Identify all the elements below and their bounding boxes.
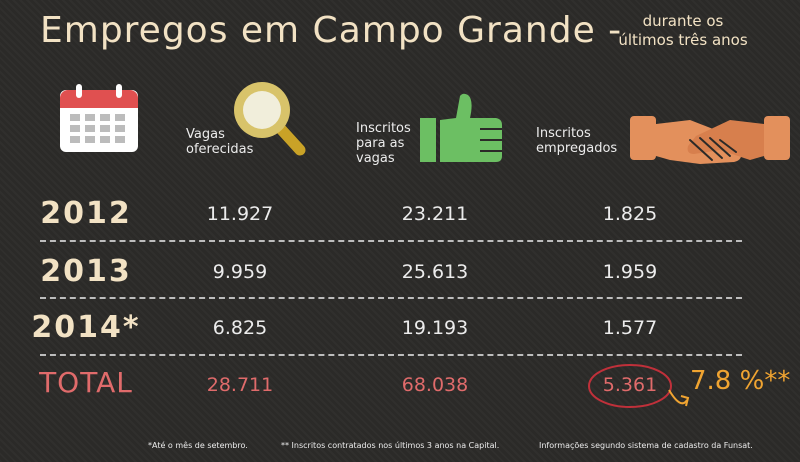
cell-inscritos: 25.613 bbox=[401, 261, 469, 283]
magnifier-icon bbox=[234, 82, 306, 156]
page-title: Empregos em Campo Grande - bbox=[40, 10, 623, 51]
cell-inscritos: 19.193 bbox=[401, 317, 469, 339]
total-label: TOTAL bbox=[39, 366, 133, 399]
page-subtitle: durante os últimos três anos bbox=[618, 12, 748, 49]
handshake-icon bbox=[630, 116, 790, 164]
footnote-2: ** Inscritos contratados nos últimos 3 a… bbox=[281, 441, 500, 450]
cell-vagas: 9.959 bbox=[212, 261, 268, 283]
total-empregados: 5.361 bbox=[602, 374, 658, 396]
cell-empregados: 1.577 bbox=[602, 317, 658, 339]
cell-empregados: 1.825 bbox=[602, 203, 658, 225]
row-year: 2013 bbox=[40, 254, 132, 289]
total-vagas: 28.711 bbox=[206, 374, 274, 396]
footnote-3: Informações segundo sistema de cadastro … bbox=[539, 441, 753, 450]
row-year: 2012 bbox=[40, 196, 132, 231]
cell-empregados: 1.959 bbox=[602, 261, 658, 283]
cell-inscritos: 23.211 bbox=[401, 203, 469, 225]
cell-vagas: 6.825 bbox=[212, 317, 268, 339]
cell-vagas: 11.927 bbox=[206, 203, 274, 225]
row-year: 2014* bbox=[31, 310, 141, 345]
percent-highlight: 7.8 %** bbox=[690, 366, 791, 396]
thumbs-up-icon bbox=[420, 93, 502, 162]
vagas-label: Vagas oferecidas bbox=[186, 127, 254, 157]
empregados-label: Inscritos empregados bbox=[536, 126, 618, 156]
row-divider bbox=[40, 240, 742, 242]
calendar-icon bbox=[60, 84, 138, 152]
total-inscritos: 68.038 bbox=[401, 374, 469, 396]
inscritos-label: Inscritos para as vagas bbox=[356, 121, 411, 166]
row-divider bbox=[40, 297, 742, 299]
footnote-1: *Até o mês de setembro. bbox=[148, 441, 248, 450]
highlight-circle bbox=[588, 364, 690, 408]
row-divider bbox=[40, 354, 742, 356]
